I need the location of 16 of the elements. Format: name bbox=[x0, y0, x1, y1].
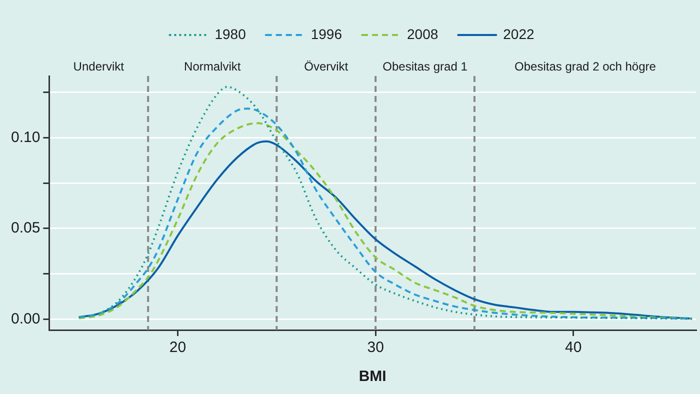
y-tick-label: 0.10 bbox=[10, 128, 40, 146]
text: Normalvikt bbox=[184, 59, 242, 74]
legend-label: 1980 bbox=[214, 26, 246, 42]
legend-label: 2008 bbox=[407, 26, 438, 42]
y-tick-label: 0.00 bbox=[10, 310, 40, 328]
x-tick-label: 20 bbox=[169, 339, 186, 356]
x-tick-label: 40 bbox=[565, 339, 582, 356]
y-tick-label: 0.05 bbox=[10, 220, 40, 237]
text: Obesitas grad 2 och högre bbox=[514, 59, 656, 74]
x-tick-label: 30 bbox=[367, 339, 384, 356]
legend-label: 2022 bbox=[503, 26, 535, 42]
text: Undervikt bbox=[73, 59, 125, 74]
legend-label: 1996 bbox=[310, 26, 342, 42]
x-axis-title: BMI bbox=[358, 368, 386, 386]
text: Obesitas grad 1 bbox=[382, 59, 468, 74]
text: Övervikt bbox=[304, 59, 349, 74]
